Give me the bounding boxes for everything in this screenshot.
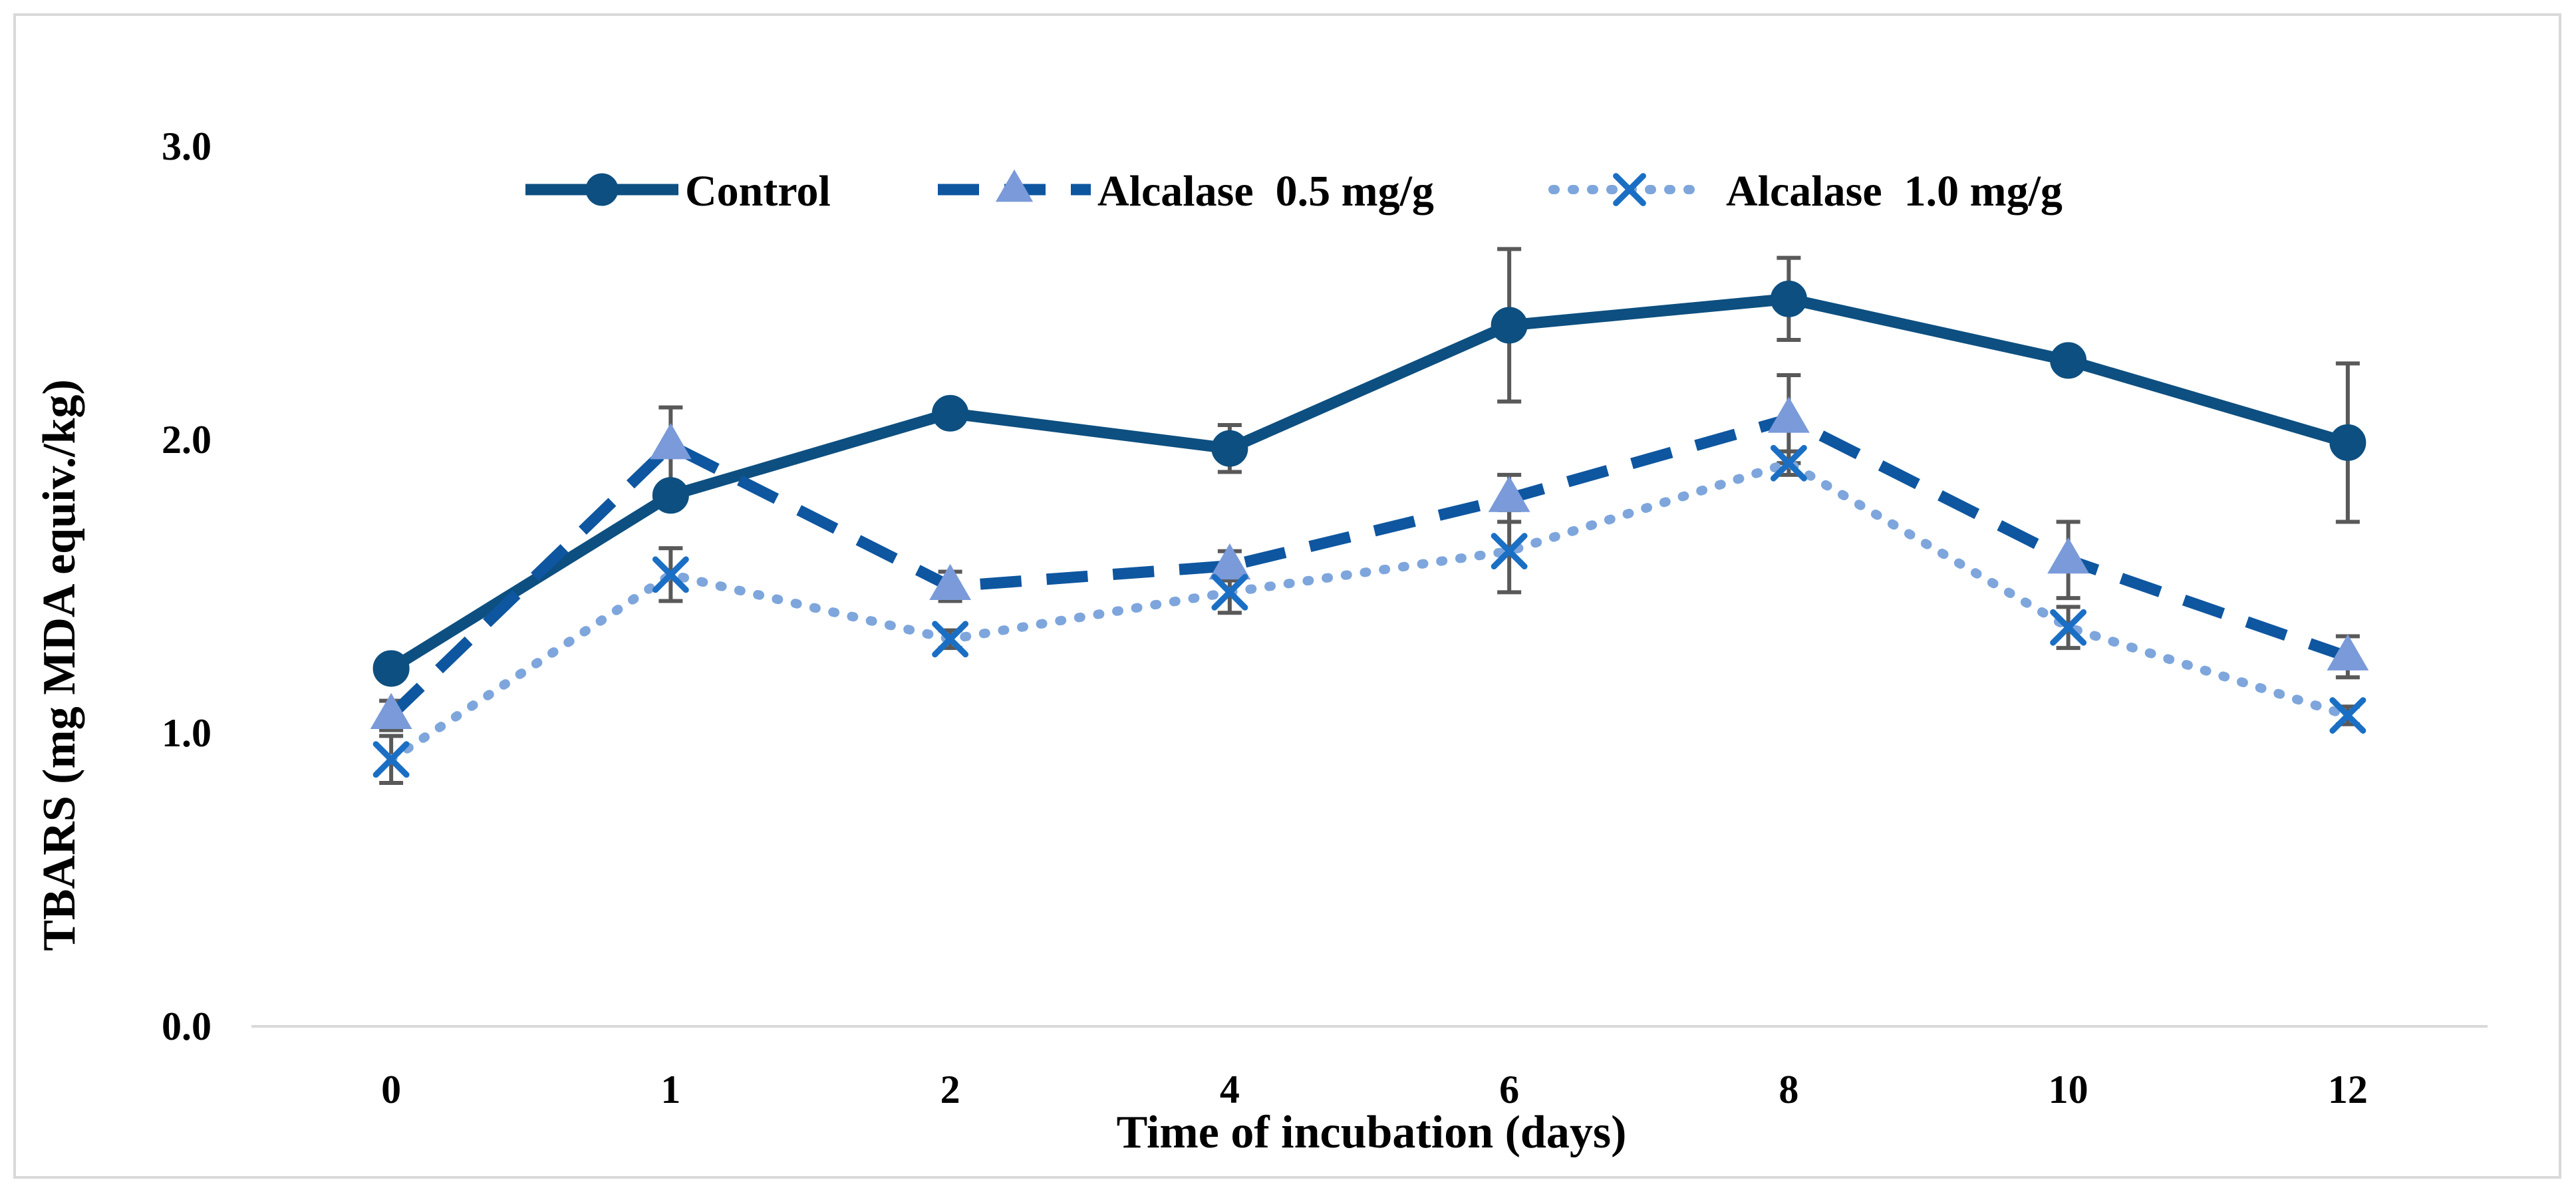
x-tick-label: 8 [1779, 1068, 1798, 1112]
data-point [2329, 424, 2366, 461]
x-tick-label: 10 [2049, 1068, 2088, 1112]
y-axis: 0.0 1.0 2.0 3.0 [162, 124, 212, 1048]
data-point [649, 423, 692, 460]
data-point [1211, 430, 1248, 467]
legend: Control Alcalase 0.5 mg/g Alcalase 1.0 mg/… [525, 167, 2063, 216]
series-line [386, 458, 2353, 764]
series-markers [370, 280, 2369, 778]
data-point [1767, 396, 1810, 433]
x-tick-label: 6 [1499, 1068, 1519, 1112]
x-axis: 0 1 2 4 6 8 10 12 [381, 1068, 2368, 1112]
legend-item: Control [525, 167, 831, 216]
y-tick-label: 3.0 [162, 124, 212, 168]
error-bars [379, 247, 2360, 785]
data-point [2050, 342, 2087, 379]
series-lines [386, 293, 2353, 764]
y-tick-label: 2.0 [162, 418, 212, 462]
data-point [652, 477, 689, 514]
data-point [2047, 537, 2090, 574]
data-point [2327, 634, 2369, 671]
y-tick-label: 1.0 [162, 711, 212, 755]
legend-label: Alcalase 1.0 mg/g [1726, 167, 2063, 216]
series-line [388, 293, 2350, 674]
data-point [1488, 476, 1530, 512]
x-tick-label: 2 [940, 1068, 960, 1112]
data-point [1209, 543, 1251, 580]
data-point [370, 692, 412, 730]
data-point [652, 556, 689, 593]
x-tick-label: 4 [1220, 1068, 1240, 1112]
chart-frame [13, 13, 2561, 1179]
data-point [372, 650, 410, 687]
legend-label: Alcalase 0.5 mg/g [1097, 167, 1434, 216]
data-point [1770, 280, 1807, 317]
x-tick-label: 12 [2328, 1068, 2368, 1112]
data-point [1211, 573, 1248, 611]
data-point [1770, 444, 1807, 482]
data-point [929, 563, 972, 600]
legend-label: Control [685, 167, 831, 216]
data-point [1491, 307, 1528, 344]
data-point [372, 741, 410, 778]
x-tick-label: 0 [381, 1068, 401, 1112]
legend-item: Alcalase 1.0 mg/g [1548, 167, 2063, 216]
x-tick-label: 1 [660, 1068, 680, 1112]
series-line [387, 413, 2350, 720]
data-point [585, 173, 619, 206]
data-point [2050, 609, 2087, 646]
y-tick-label: 0.0 [162, 1004, 212, 1048]
data-point [2329, 697, 2366, 734]
legend-item: Alcalase 0.5 mg/g [938, 167, 1434, 216]
x-axis-title: Time of incubation (days) [1117, 1107, 1627, 1158]
data-point [1491, 533, 1528, 570]
data-point [932, 621, 969, 658]
data-point [1613, 173, 1646, 206]
data-point [995, 169, 1034, 202]
data-point [932, 394, 969, 432]
y-axis-title: TBARS (mg MDA equiv./kg) [34, 379, 85, 951]
